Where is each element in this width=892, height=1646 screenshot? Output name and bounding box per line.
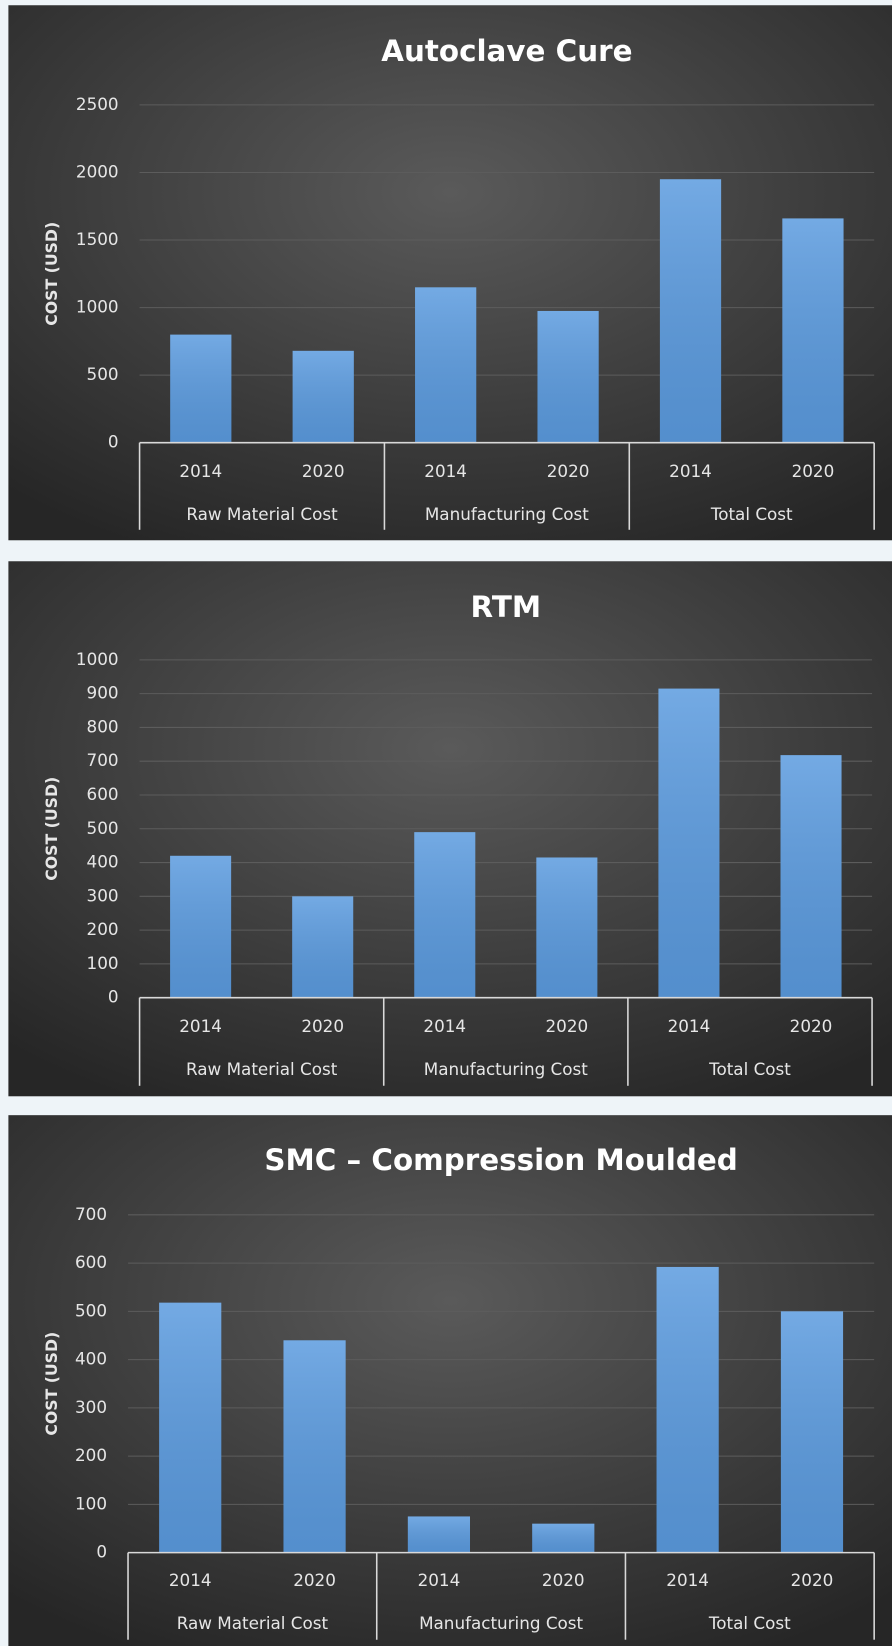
y-tick-label: 0	[96, 1542, 107, 1562]
bar-shade	[407, 1516, 471, 1553]
bar-shade	[283, 1340, 346, 1553]
y-tick-label: 800	[87, 716, 119, 736]
y-tick-label: 900	[87, 683, 119, 703]
y-tick-label: 1000	[76, 649, 119, 669]
x-tick-label: 2014	[179, 1016, 222, 1036]
group-label: Raw Material Cost	[177, 1613, 329, 1633]
bar-shade	[658, 688, 720, 998]
bar-shade	[170, 855, 232, 998]
x-tick-label: 2020	[547, 461, 590, 481]
x-tick-label: 2020	[791, 1570, 834, 1590]
x-tick-label: 2014	[418, 1570, 461, 1590]
x-tick-label: 2020	[546, 1016, 589, 1036]
x-tick-label: 2020	[302, 461, 345, 481]
y-tick-label: 300	[75, 1397, 107, 1417]
x-tick-label: 2014	[423, 1016, 466, 1036]
y-tick-label: 700	[87, 750, 119, 770]
bar-shade	[656, 1266, 719, 1553]
bar-shade	[659, 179, 722, 443]
y-tick-label: 2500	[76, 94, 119, 114]
bar-shade	[536, 857, 598, 998]
y-tick-label: 500	[75, 1300, 107, 1320]
x-tick-label: 2014	[668, 1016, 711, 1036]
group-label: Total Cost	[708, 1613, 791, 1633]
chart-title: Autoclave Cure	[381, 34, 632, 68]
y-tick-label: 400	[75, 1349, 107, 1369]
group-label: Total Cost	[710, 504, 793, 524]
y-tick-label: 100	[75, 1493, 107, 1513]
bar-shade	[537, 310, 599, 443]
x-tick-label: 2014	[424, 461, 467, 481]
y-tick-label: 400	[87, 852, 119, 872]
bar-shade	[159, 1302, 222, 1553]
group-label: Raw Material Cost	[186, 504, 338, 524]
y-tick-label: 1500	[76, 229, 119, 249]
x-tick-label: 2020	[790, 1016, 833, 1036]
y-tick-label: 0	[108, 432, 119, 452]
y-tick-label: 300	[87, 885, 119, 905]
x-tick-label: 2020	[542, 1570, 585, 1590]
y-tick-label: 200	[87, 919, 119, 939]
group-label: Manufacturing Cost	[425, 504, 589, 524]
x-tick-label: 2014	[669, 461, 712, 481]
y-tick-label: 600	[75, 1252, 107, 1272]
x-tick-label: 2014	[666, 1570, 709, 1590]
bar-shade	[532, 1523, 595, 1553]
bar-shade	[292, 896, 354, 998]
y-tick-label: 500	[87, 818, 119, 838]
group-label: Raw Material Cost	[186, 1059, 338, 1079]
y-tick-label: 2000	[76, 161, 119, 181]
x-tick-label: 2020	[301, 1016, 344, 1036]
y-tick-label: 0	[108, 987, 119, 1007]
y-tick-label: 700	[75, 1204, 107, 1224]
x-tick-label: 2014	[179, 461, 222, 481]
bar-shade	[782, 218, 844, 443]
x-tick-label: 2014	[169, 1570, 212, 1590]
group-label: Total Cost	[708, 1059, 791, 1079]
bar-shade	[415, 287, 477, 443]
bar-shade	[414, 832, 476, 998]
chart-title: RTM	[471, 590, 542, 624]
y-tick-label: 600	[87, 784, 119, 804]
y-axis-label: COST (USD)	[42, 777, 61, 881]
bar-shade	[292, 350, 354, 443]
bar-shade	[780, 1311, 844, 1553]
y-tick-label: 500	[87, 364, 119, 384]
y-axis-label: COST (USD)	[42, 1332, 61, 1436]
y-tick-label: 1000	[76, 297, 119, 317]
bar-shade	[780, 755, 842, 998]
x-tick-label: 2020	[792, 461, 835, 481]
chart-panel	[8, 5, 892, 541]
bar-shade	[170, 334, 232, 443]
group-label: Manufacturing Cost	[424, 1059, 588, 1079]
chart-panel	[8, 1115, 892, 1646]
x-tick-label: 2020	[293, 1570, 336, 1590]
y-tick-label: 100	[87, 953, 119, 973]
y-tick-label: 200	[75, 1445, 107, 1465]
group-label: Manufacturing Cost	[419, 1613, 583, 1633]
chart-title: SMC – Compression Moulded	[264, 1143, 737, 1177]
y-axis-label: COST (USD)	[42, 222, 61, 326]
